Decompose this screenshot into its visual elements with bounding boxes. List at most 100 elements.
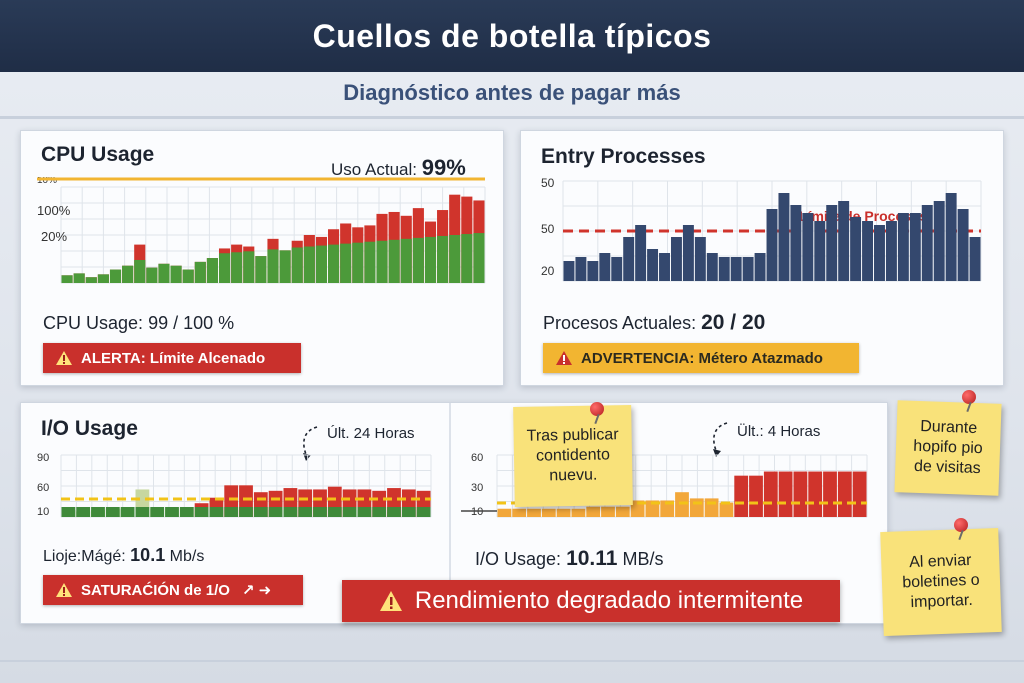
tick-label: 100%: [37, 203, 71, 218]
footer-divider: [0, 660, 1024, 662]
io-left-stat: Lioje:Mágé: 10.1 Mb/s: [43, 545, 204, 566]
io-saturation-text: SATURAĆIÓN de 1/O: [81, 581, 230, 599]
io-bar-base: [165, 507, 179, 517]
entry-bar: [897, 213, 909, 281]
page-title: Cuellos de botella típicos: [312, 17, 712, 54]
io-4h-bar: [808, 471, 823, 517]
entry-bar: [682, 225, 694, 281]
io-bar-base: [224, 507, 239, 517]
pushpin-icon: [954, 518, 968, 532]
cpu-bar-base: [461, 234, 473, 283]
cpu-bar-base: [61, 275, 73, 283]
cpu-bar-base: [279, 250, 291, 283]
divider: [0, 116, 1024, 119]
entry-bar: [718, 257, 730, 281]
warning-triangle-icon: [379, 590, 403, 612]
cpu-bar-base: [424, 236, 437, 283]
io-4h-bar: [749, 475, 763, 517]
cpu-bar-base: [122, 265, 134, 283]
io-bar-base: [268, 507, 283, 517]
cpu-bar-base: [473, 233, 485, 283]
pushpin-icon: [962, 390, 976, 404]
entry-bar: [706, 253, 718, 281]
entry-bar: [957, 209, 969, 281]
io-4h-bar: [719, 502, 734, 517]
cpu-bar-base: [449, 235, 461, 283]
io-bar-base: [61, 507, 76, 517]
io-bar-base: [327, 507, 342, 517]
io-left-stat-value: 10.1: [130, 545, 166, 565]
io-4h-bar: [734, 475, 749, 517]
io-4h-bar: [763, 471, 778, 517]
cpu-bar-base: [146, 267, 158, 283]
entry-bar: [790, 205, 802, 281]
entry-bar: [611, 257, 623, 281]
entry-bar: [838, 201, 850, 281]
tick-label: 50: [541, 222, 555, 236]
entry-bar: [874, 225, 885, 281]
sticky-note-newsletter-text: Al enviar boletines o importar.: [902, 551, 980, 612]
entry-bar: [694, 237, 706, 281]
io-usage-chart-24h: 90 60 10: [37, 452, 432, 518]
io-bar-base: [194, 507, 209, 517]
io-4h-bar: [512, 508, 527, 517]
io-bar-base: [179, 507, 194, 517]
entry-bar: [850, 217, 862, 281]
cpu-bar-base: [291, 247, 303, 283]
io-bar-base: [76, 507, 91, 517]
io-bar-base: [283, 507, 298, 517]
cpu-bar-base: [376, 240, 388, 283]
tick-label: 60: [471, 452, 483, 464]
io-bar-base: [387, 507, 401, 517]
tick-label: 60: [37, 482, 49, 494]
cpu-current-value: 99%: [421, 155, 466, 180]
io-bar-base: [120, 507, 135, 517]
io-bar-base: [372, 507, 387, 517]
entry-bar: [575, 257, 587, 281]
io-4h-bar: [704, 498, 719, 517]
page-subtitle: Diagnóstico antes de pagar más: [343, 80, 681, 105]
entry-bar: [647, 249, 659, 281]
entry-bar: [862, 221, 874, 281]
cpu-bar-base: [218, 253, 231, 283]
cpu-bar-base: [400, 238, 412, 283]
io-bar-base: [91, 507, 105, 517]
io-4h-bar: [541, 508, 556, 517]
cpu-usage-panel: CPU Usage Uso Actual: 99% 10% 100% 20% CPU…: [20, 130, 504, 386]
io-panel-divider: [449, 403, 451, 583]
entry-bar: [945, 193, 957, 281]
io-4h-bar: [556, 508, 571, 517]
entry-bar: [802, 213, 814, 281]
entry-bar: [921, 205, 933, 281]
entry-warning-badge: ADVERTENCIA: Métero Atazmado: [543, 343, 859, 373]
tick-label: 30: [471, 482, 483, 494]
sticky-note-newsletter: Al enviar boletines o importar.: [880, 527, 1002, 637]
io-bar-base: [105, 507, 120, 517]
cpu-bar-base: [328, 244, 340, 283]
entry-bar: [623, 237, 635, 281]
io-right-annotation: Ült.: 4 Horas: [737, 423, 821, 440]
entry-warning-text: ADVERTENCIA: Métero Atazmado: [581, 349, 823, 367]
entry-bar: [778, 193, 790, 281]
cpu-alert-text: ALERTA: Límite Alcenado: [81, 349, 266, 367]
entry-bar: [766, 209, 778, 281]
entry-stat-value: 20 / 20: [701, 311, 766, 334]
cpu-bar-base: [388, 239, 400, 283]
io-bar-base: [253, 507, 268, 517]
entry-stat-label: Procesos Actuales:: [543, 313, 697, 333]
io-4h-bar: [689, 498, 704, 517]
degraded-performance-text: Rendimiento degradado intermitente: [414, 587, 804, 614]
cpu-stat-value: 99 / 100 %: [148, 313, 235, 333]
cpu-bar-base: [170, 265, 182, 283]
pushpin-icon: [590, 402, 604, 416]
cpu-bar-base: [267, 249, 279, 283]
io-4h-bar: [571, 508, 586, 517]
io-4h-bar: [586, 506, 601, 517]
entry-bar: [969, 237, 981, 281]
io-right-stat: I/O Usage: 10.11 MB/s: [475, 547, 664, 571]
entry-processes-panel: Entry Processes 50 50 20 Límite de Procesos…: [520, 130, 1004, 386]
entry-bar: [730, 257, 742, 281]
io-4h-bar: [675, 492, 689, 517]
io-4h-bar: [793, 471, 808, 517]
io-4h-bar: [837, 471, 852, 517]
